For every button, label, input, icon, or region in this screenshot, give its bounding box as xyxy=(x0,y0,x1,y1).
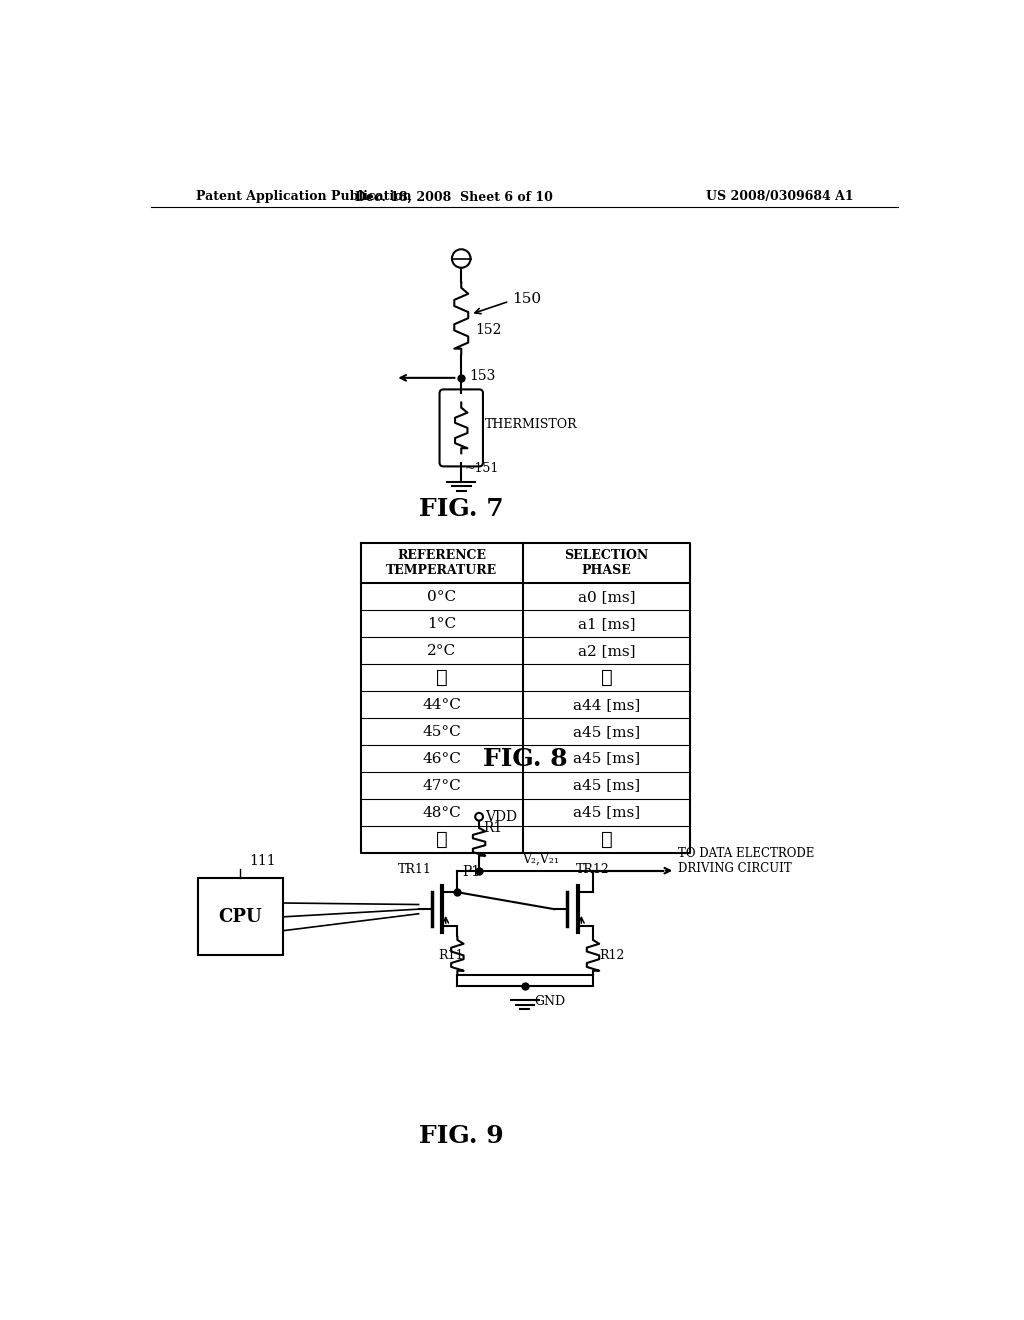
Text: CPU: CPU xyxy=(218,908,262,925)
Text: R12: R12 xyxy=(599,949,625,962)
Text: 153: 153 xyxy=(469,370,496,383)
Text: FIG. 8: FIG. 8 xyxy=(483,747,567,771)
Text: R1: R1 xyxy=(483,821,503,836)
Text: 46°C: 46°C xyxy=(423,751,462,766)
Text: a45 [ms]: a45 [ms] xyxy=(573,805,640,820)
Text: FIG. 7: FIG. 7 xyxy=(419,496,504,521)
Text: a45 [ms]: a45 [ms] xyxy=(573,725,640,739)
Text: TO DATA ELECTRODE
DRIVING CIRCUIT: TO DATA ELECTRODE DRIVING CIRCUIT xyxy=(678,847,815,875)
Text: 1°C: 1°C xyxy=(427,616,457,631)
Text: 47°C: 47°C xyxy=(423,779,461,792)
Text: US 2008/0309684 A1: US 2008/0309684 A1 xyxy=(706,190,853,203)
Text: ⋮: ⋮ xyxy=(436,669,447,686)
Text: TR12: TR12 xyxy=(577,862,610,875)
Text: ⋮: ⋮ xyxy=(601,669,612,686)
Text: P1: P1 xyxy=(462,865,480,879)
FancyBboxPatch shape xyxy=(439,389,483,466)
Text: FIG. 9: FIG. 9 xyxy=(419,1125,504,1148)
Text: 152: 152 xyxy=(475,322,502,337)
Text: ~151: ~151 xyxy=(465,462,500,475)
Text: Patent Application Publication: Patent Application Publication xyxy=(197,190,412,203)
Text: R11: R11 xyxy=(438,949,464,962)
Text: a1 [ms]: a1 [ms] xyxy=(578,616,635,631)
Text: 48°C: 48°C xyxy=(423,805,461,820)
Text: 2°C: 2°C xyxy=(427,644,457,657)
Text: a45 [ms]: a45 [ms] xyxy=(573,779,640,792)
Bar xyxy=(198,878,283,956)
Text: 111: 111 xyxy=(250,854,276,869)
Text: a45 [ms]: a45 [ms] xyxy=(573,751,640,766)
Text: THERMISTOR: THERMISTOR xyxy=(484,417,578,430)
Text: 150: 150 xyxy=(512,292,541,306)
Text: GND: GND xyxy=(535,995,565,1008)
Text: V₂,V₂₁: V₂,V₂₁ xyxy=(521,853,558,866)
Text: SELECTION
PHASE: SELECTION PHASE xyxy=(564,549,648,577)
Text: Dec. 18, 2008  Sheet 6 of 10: Dec. 18, 2008 Sheet 6 of 10 xyxy=(354,190,552,203)
Text: a0 [ms]: a0 [ms] xyxy=(578,590,635,605)
Text: 44°C: 44°C xyxy=(423,698,462,711)
Text: ⋮: ⋮ xyxy=(601,830,612,849)
Text: ⋮: ⋮ xyxy=(436,830,447,849)
Text: VDD: VDD xyxy=(485,809,517,824)
Text: REFERENCE
TEMPERATURE: REFERENCE TEMPERATURE xyxy=(386,549,498,577)
Text: 45°C: 45°C xyxy=(423,725,461,739)
Text: a2 [ms]: a2 [ms] xyxy=(578,644,635,657)
Text: TR11: TR11 xyxy=(397,862,432,875)
Text: a44 [ms]: a44 [ms] xyxy=(573,698,640,711)
Text: 0°C: 0°C xyxy=(427,590,457,605)
